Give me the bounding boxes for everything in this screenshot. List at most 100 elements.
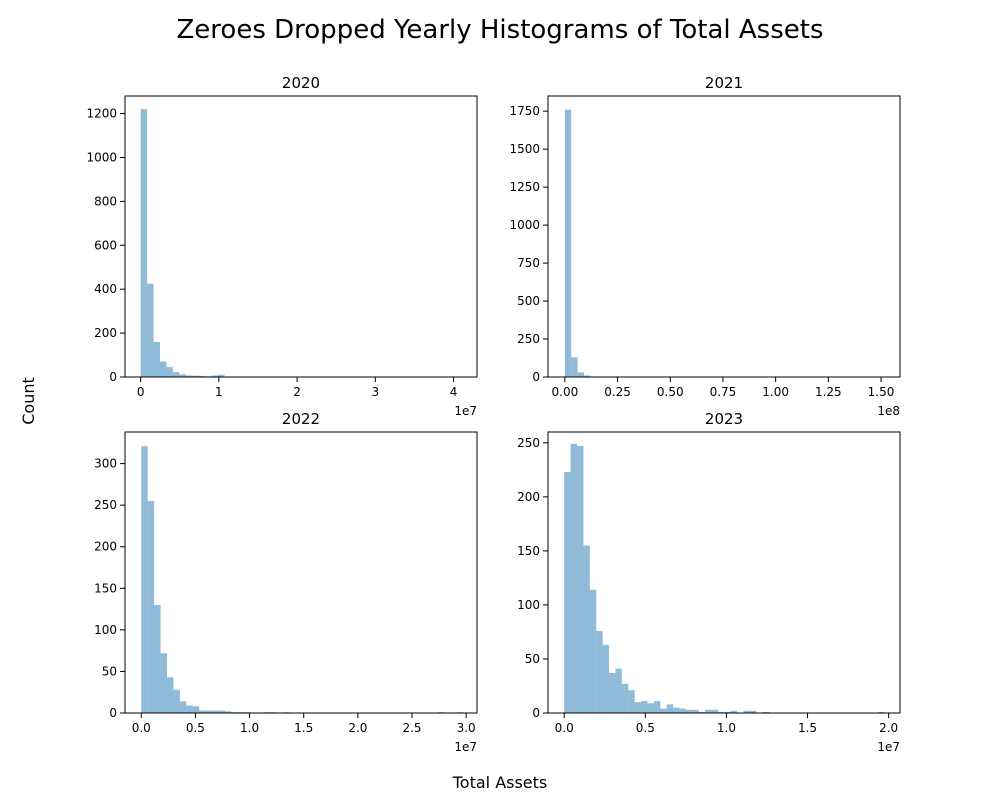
histogram-bar	[621, 683, 629, 713]
histogram-bar	[173, 689, 180, 713]
histogram-bar	[192, 706, 200, 713]
x-tick-label: 0.5	[636, 721, 655, 735]
histogram-bar	[685, 709, 693, 713]
histogram-bar	[583, 375, 591, 377]
histogram-bar	[570, 443, 578, 713]
histogram-bar	[596, 630, 603, 713]
histogram-bar	[185, 375, 193, 377]
y-tick-label: 1200	[86, 107, 117, 121]
y-tick-label: 1750	[509, 104, 540, 118]
histogram-bar	[679, 708, 686, 713]
y-tick-label: 150	[94, 581, 117, 595]
panel-title: 2020	[282, 74, 320, 92]
x-offset-label: 1e7	[454, 740, 477, 754]
histogram-bar	[218, 374, 225, 377]
y-tick-label: 1500	[509, 142, 540, 156]
x-tick-label: 1.5	[294, 721, 313, 735]
histogram-bar	[653, 701, 661, 713]
histogram-bar	[154, 604, 161, 713]
histogram-bar	[179, 374, 186, 377]
histogram-bar	[577, 446, 584, 713]
histogram-bar	[762, 711, 770, 713]
x-offset-label: 1e7	[454, 404, 477, 418]
x-tick-label: 0.25	[604, 385, 631, 399]
x-tick-label: 0	[137, 385, 145, 399]
panel-title: 2022	[282, 410, 320, 428]
histogram-bar	[647, 703, 654, 713]
axes-frame	[547, 95, 901, 378]
x-tick-label: 2.5	[402, 721, 421, 735]
histogram-bar	[743, 710, 751, 713]
figure-x-label: Total Assets	[452, 773, 548, 792]
x-tick-label: 3.0	[457, 721, 476, 735]
y-tick-label: 100	[517, 598, 540, 612]
panel-title: 2023	[705, 410, 743, 428]
y-tick-label: 400	[94, 282, 117, 296]
histogram-bar	[717, 711, 725, 713]
histogram-bar	[172, 372, 180, 377]
y-tick-label: 100	[94, 623, 117, 637]
histogram-bar	[140, 109, 148, 377]
y-tick-label: 800	[94, 194, 117, 208]
histogram-bar	[641, 701, 648, 713]
x-tick-label: 1.00	[762, 385, 789, 399]
histogram-panel-2021: 0.00 0.25 0.50 0.75 1.00 1.25 1.50 0 250 500 750 10…	[509, 74, 901, 418]
y-tick-label: 750	[517, 256, 540, 270]
histogram-bar	[628, 690, 635, 713]
histogram-bar	[634, 702, 642, 713]
histogram-bar	[160, 361, 167, 377]
y-tick-label: 250	[94, 498, 117, 512]
histogram-bar	[147, 283, 154, 377]
x-tick-label: 4	[450, 385, 458, 399]
panel-title: 2021	[705, 74, 743, 92]
x-tick-label: 2.0	[879, 721, 898, 735]
histogram-bar	[615, 668, 622, 713]
y-tick-label: 50	[102, 664, 117, 678]
histogram-bar	[179, 701, 187, 713]
y-tick-label: 200	[94, 326, 117, 340]
histogram-bar	[186, 705, 193, 713]
y-tick-label: 200	[94, 540, 117, 554]
x-tick-label: 0.0	[132, 721, 151, 735]
x-tick-label: 1.0	[240, 721, 259, 735]
x-tick-label: 2.0	[348, 721, 367, 735]
histogram-panel-2022: 0.0 0.5 1.0 1.5 2.0 2.5 3.0 0 50 100 150 200 250 300 1…	[94, 410, 478, 754]
histogram-bar	[198, 375, 206, 377]
histogram-bar	[705, 709, 712, 713]
histogram-bar	[192, 375, 199, 377]
histogram-bar	[583, 545, 590, 713]
x-offset-label: 1e8	[877, 404, 900, 418]
histogram-bar	[724, 711, 731, 713]
histogram-bar	[750, 710, 757, 713]
y-tick-label: 0	[109, 370, 117, 384]
y-tick-label: 250	[517, 332, 540, 346]
histogram-bar	[564, 471, 571, 713]
axes-frame	[547, 431, 901, 714]
x-tick-label: 0.50	[657, 385, 684, 399]
histogram-panel-2023: 0.0 0.5 1.0 1.5 2.0 0 50 100 150 200 250 1e7 2023	[517, 410, 901, 754]
histogram-bar	[666, 704, 674, 713]
y-tick-label: 0	[532, 706, 540, 720]
y-tick-label: 1000	[509, 218, 540, 232]
x-tick-label: 0.5	[186, 721, 205, 735]
histogram-bar	[167, 677, 174, 713]
histogram-bar	[589, 589, 597, 713]
histogram-bar	[673, 707, 680, 713]
histogram-bar	[878, 711, 885, 713]
histogram-bar	[153, 341, 161, 377]
histogram-bar	[141, 446, 148, 713]
histogram-bar	[211, 375, 219, 377]
x-tick-label: 0.75	[710, 385, 737, 399]
histogram-panel-2020: 0 1 2 3 4 0 200 400 600 800 1000 1200 1e7 2020	[86, 74, 478, 418]
y-tick-label: 250	[517, 436, 540, 450]
y-tick-label: 0	[532, 370, 540, 384]
x-tick-label: 1.0	[717, 721, 736, 735]
x-tick-label: 2	[293, 385, 301, 399]
y-tick-label: 300	[94, 457, 117, 471]
histogram-bar	[564, 109, 572, 377]
figure-y-label: Count	[19, 377, 38, 425]
histogram-bar	[711, 709, 718, 713]
histogram-bar	[147, 501, 155, 713]
histogram-bar	[160, 653, 168, 713]
